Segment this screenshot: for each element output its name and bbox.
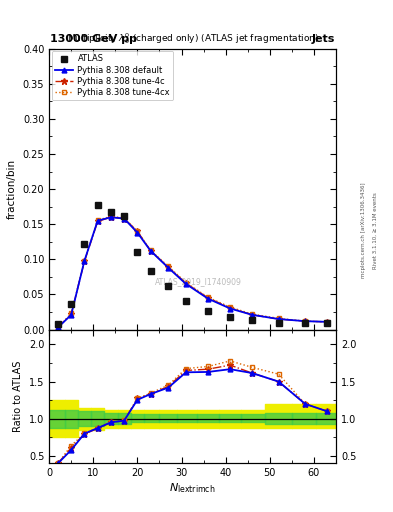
Line: Pythia 8.308 tune-4cx: Pythia 8.308 tune-4cx — [55, 214, 330, 330]
Pythia 8.308 tune-4c — [166, 264, 171, 270]
Pythia 8.308 default — [250, 312, 255, 318]
ATLAS — [82, 241, 87, 247]
Pythia 8.308 tune-4c — [206, 295, 210, 301]
Pythia 8.308 tune-4cx — [303, 318, 307, 324]
ATLAS — [303, 319, 307, 326]
ATLAS — [166, 283, 171, 289]
Pythia 8.308 default — [108, 214, 113, 220]
Pythia 8.308 default — [69, 312, 73, 318]
Pythia 8.308 tune-4cx — [135, 228, 140, 234]
Legend: ATLAS, Pythia 8.308 default, Pythia 8.308 tune-4c, Pythia 8.308 tune-4cx: ATLAS, Pythia 8.308 default, Pythia 8.30… — [51, 51, 173, 100]
Pythia 8.308 tune-4c — [95, 218, 100, 224]
Pythia 8.308 default — [148, 248, 153, 254]
Pythia 8.308 tune-4c — [184, 280, 188, 286]
ATLAS — [55, 321, 60, 327]
Pythia 8.308 tune-4c — [69, 311, 73, 317]
Text: 13000 GeV pp: 13000 GeV pp — [50, 33, 137, 44]
Pythia 8.308 tune-4cx — [108, 214, 113, 220]
Pythia 8.308 default — [228, 306, 232, 312]
Pythia 8.308 tune-4c — [122, 216, 127, 222]
Pythia 8.308 default — [95, 218, 100, 224]
ATLAS — [228, 314, 232, 320]
Pythia 8.308 default — [82, 258, 87, 264]
Pythia 8.308 tune-4cx — [95, 217, 100, 223]
Pythia 8.308 default — [135, 229, 140, 236]
Pythia 8.308 tune-4cx — [250, 311, 255, 317]
ATLAS — [135, 249, 140, 255]
Pythia 8.308 default — [184, 281, 188, 287]
Pythia 8.308 tune-4cx — [206, 294, 210, 301]
ATLAS — [122, 212, 127, 219]
ATLAS — [69, 301, 73, 307]
Pythia 8.308 tune-4cx — [148, 247, 153, 253]
Text: ATLAS_2019_I1740909: ATLAS_2019_I1740909 — [155, 278, 242, 286]
Y-axis label: fraction/bin: fraction/bin — [7, 159, 17, 219]
Pythia 8.308 default — [303, 318, 307, 324]
Text: Jets: Jets — [312, 33, 335, 44]
ATLAS — [108, 208, 113, 215]
Pythia 8.308 tune-4c — [276, 316, 281, 322]
ATLAS — [184, 298, 188, 305]
Pythia 8.308 tune-4cx — [184, 280, 188, 286]
Pythia 8.308 tune-4cx — [166, 263, 171, 269]
Pythia 8.308 default — [122, 216, 127, 222]
ATLAS — [206, 308, 210, 314]
Pythia 8.308 tune-4cx — [228, 304, 232, 310]
Pythia 8.308 default — [325, 319, 330, 325]
Pythia 8.308 tune-4cx — [82, 258, 87, 264]
Pythia 8.308 tune-4c — [228, 305, 232, 311]
Pythia 8.308 tune-4c — [108, 214, 113, 220]
Pythia 8.308 default — [206, 295, 210, 302]
Pythia 8.308 tune-4cx — [122, 215, 127, 221]
ATLAS — [325, 319, 330, 326]
Pythia 8.308 tune-4c — [82, 259, 87, 265]
Text: mcplots.cern.ch [arXiv:1306.3436]: mcplots.cern.ch [arXiv:1306.3436] — [361, 183, 366, 278]
Pythia 8.308 tune-4cx — [69, 310, 73, 316]
Pythia 8.308 tune-4cx — [276, 315, 281, 322]
ATLAS — [95, 202, 100, 208]
Pythia 8.308 tune-4c — [148, 248, 153, 254]
Pythia 8.308 tune-4cx — [55, 325, 60, 331]
Pythia 8.308 tune-4c — [55, 325, 60, 331]
ATLAS — [276, 319, 281, 326]
Pythia 8.308 tune-4c — [303, 318, 307, 324]
Pythia 8.308 tune-4cx — [325, 319, 330, 325]
Pythia 8.308 default — [55, 325, 60, 331]
Line: ATLAS: ATLAS — [55, 202, 330, 327]
ATLAS — [250, 317, 255, 324]
X-axis label: $N_{\rm lextrim{ch}}$: $N_{\rm lextrim{ch}}$ — [169, 481, 216, 495]
Y-axis label: Ratio to ATLAS: Ratio to ATLAS — [13, 361, 23, 432]
Line: Pythia 8.308 default: Pythia 8.308 default — [55, 215, 330, 330]
Text: Multiplicity $\lambda_0^0$ (charged only) (ATLAS jet fragmentation): Multiplicity $\lambda_0^0$ (charged only… — [66, 31, 319, 46]
ATLAS — [148, 267, 153, 273]
Pythia 8.308 tune-4c — [325, 319, 330, 325]
Pythia 8.308 tune-4c — [135, 228, 140, 234]
Text: Rivet 3.1.10, ≥ 3.1M events: Rivet 3.1.10, ≥ 3.1M events — [373, 192, 378, 269]
Pythia 8.308 default — [166, 265, 171, 271]
Pythia 8.308 default — [276, 316, 281, 322]
Line: Pythia 8.308 tune-4c: Pythia 8.308 tune-4c — [55, 214, 330, 331]
Pythia 8.308 tune-4c — [250, 312, 255, 318]
